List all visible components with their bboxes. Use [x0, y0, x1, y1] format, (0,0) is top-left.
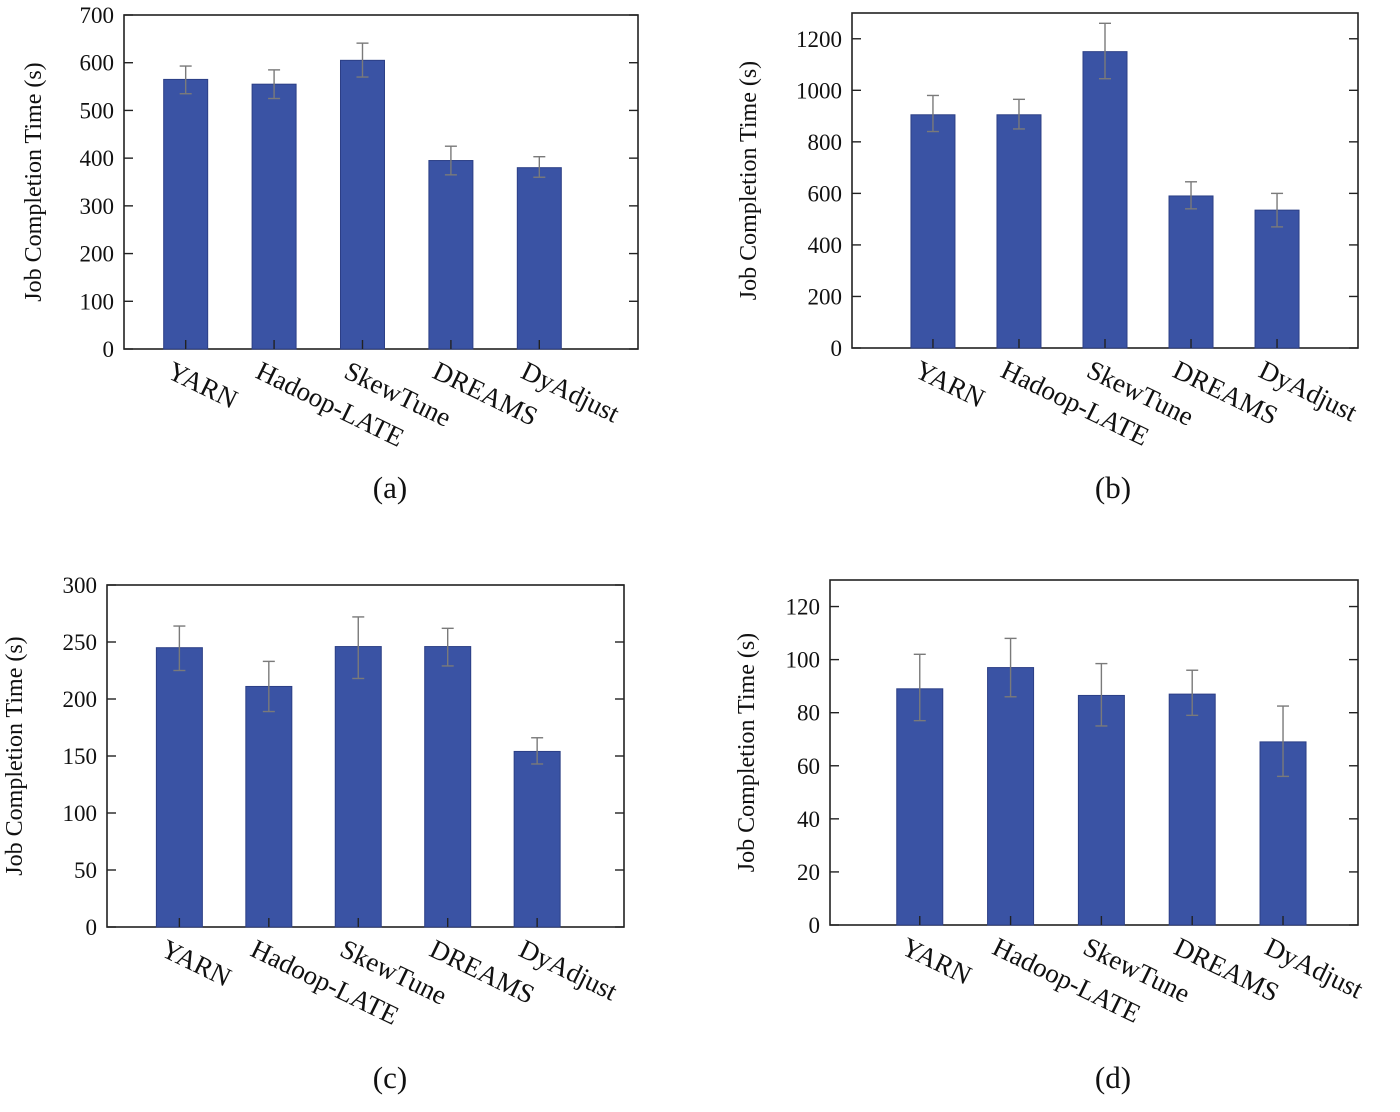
chart-a-ytick-label: 700 — [80, 3, 115, 28]
chart-b-ylabel: Job Completion Time (s) — [736, 61, 762, 300]
chart-a-ytick-label: 500 — [80, 98, 115, 123]
chart-c-bar-hadoop-late — [245, 685, 293, 928]
chart-b-bar-skewtune — [1082, 51, 1128, 349]
chart-d-ytick-label: 120 — [786, 595, 821, 620]
chart-a-bar-skewtune — [339, 59, 385, 350]
chart-b-bar-yarn — [910, 114, 956, 349]
chart-b-panel-label: (b) — [1095, 470, 1131, 505]
chart-c-category-label: YARN — [157, 933, 236, 992]
chart-d-bar-hadoop-late — [987, 667, 1035, 926]
chart-a-bar-hadoop-late — [251, 83, 297, 350]
chart-a-ytick-label: 100 — [80, 289, 115, 314]
chart-a-ytick-label: 600 — [80, 51, 115, 76]
chart-b-ytick-label: 1200 — [796, 27, 842, 52]
chart-a-panel-label: (a) — [373, 470, 407, 505]
chart-a-bar-dyadjust — [516, 167, 562, 350]
chart-c-ytick-label: 50 — [74, 858, 97, 883]
chart-c-ytick-label: 250 — [63, 630, 98, 655]
chart-c-panel-label: (c) — [373, 1060, 407, 1095]
chart-d-bar-dreams — [1168, 693, 1216, 926]
chart-d-ytick-label: 40 — [797, 807, 820, 832]
chart-a-category-label: YARN — [163, 355, 242, 414]
chart-b-ytick-label: 800 — [808, 130, 843, 155]
chart-b-ytick-label: 1000 — [796, 78, 842, 103]
chart-d-panel-label: (d) — [1095, 1060, 1131, 1095]
chart-c-ytick-label: 0 — [86, 915, 98, 940]
chart-b-ytick-label: 400 — [808, 233, 843, 258]
chart-c-ylabel: Job Completion Time (s) — [2, 636, 28, 875]
chart-d-ylabel: Job Completion Time (s) — [734, 633, 760, 872]
chart-a-ytick-label: 0 — [103, 337, 115, 362]
chart-c-bar-dreams — [424, 646, 472, 928]
chart-c-bar-dyadjust — [513, 750, 561, 928]
chart-d-category-label: YARN — [897, 931, 976, 990]
chart-d-ytick-label: 80 — [797, 701, 820, 726]
chart-a-bar-yarn — [163, 78, 209, 350]
chart-c-ytick-label: 300 — [63, 573, 98, 598]
chart-a-bar-dreams — [428, 160, 474, 350]
chart-a-ytick-label: 200 — [80, 242, 115, 267]
chart-c-ytick-label: 100 — [63, 801, 98, 826]
chart-a-ytick-label: 300 — [80, 194, 115, 219]
chart-c-ytick-label: 200 — [63, 687, 98, 712]
chart-d-ytick-label: 20 — [797, 860, 820, 885]
chart-c-ytick-label: 150 — [63, 744, 98, 769]
chart-b-bar-dreams — [1168, 195, 1214, 349]
chart-b-ytick-label: 200 — [808, 284, 843, 309]
chart-c-bar-yarn — [155, 647, 203, 928]
chart-d-ytick-label: 100 — [786, 648, 821, 673]
chart-d-bar-yarn — [896, 688, 944, 926]
chart-d-ytick-label: 60 — [797, 754, 820, 779]
chart-d-ytick-label: 0 — [809, 913, 821, 938]
chart-a-ytick-label: 400 — [80, 146, 115, 171]
chart-c-bar-skewtune — [334, 646, 382, 928]
chart-a-ylabel: Job Completion Time (s) — [21, 62, 47, 301]
chart-d-bar-skewtune — [1077, 694, 1125, 926]
chart-b-category-label: YARN — [910, 354, 989, 413]
chart-b-bar-hadoop-late — [996, 114, 1042, 349]
chart-b-bar-dyadjust — [1254, 209, 1300, 349]
chart-b-ytick-label: 0 — [831, 336, 843, 361]
chart-b-ytick-label: 600 — [808, 181, 843, 206]
